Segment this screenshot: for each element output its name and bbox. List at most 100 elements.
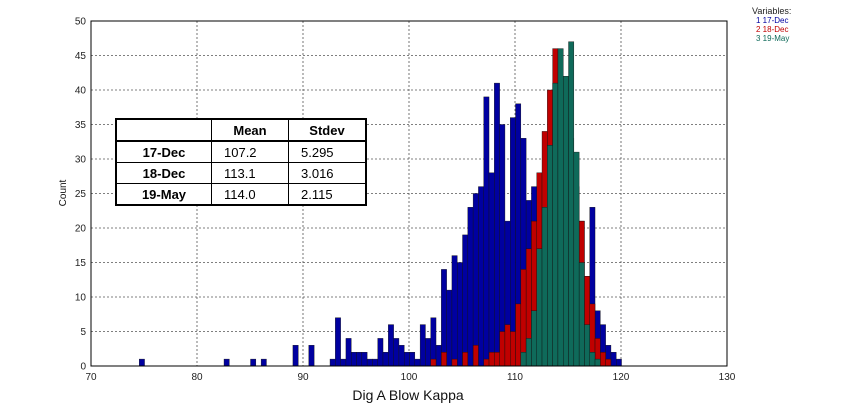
stats-row-18-dec: 18-Dec 113.1 3.016 <box>115 162 367 184</box>
bar <box>335 317 341 367</box>
bar <box>578 262 585 367</box>
stats-stdev-value: 3.016 <box>288 162 367 184</box>
bar <box>292 345 299 367</box>
bar <box>425 338 431 367</box>
stats-mean-value: 113.1 <box>211 162 289 184</box>
y-tick-label: 50 <box>75 17 87 28</box>
bar <box>589 352 596 367</box>
bar <box>308 345 315 367</box>
stats-row-label: 17-Dec <box>115 140 212 163</box>
bar <box>404 352 410 367</box>
bar <box>494 82 500 367</box>
y-tick-label: 25 <box>75 189 87 200</box>
bar <box>573 151 580 367</box>
bar <box>520 269 527 367</box>
bar <box>351 352 357 367</box>
bar <box>382 352 389 367</box>
bar <box>462 234 469 367</box>
stats-row-19-may: 19-May 114.0 2.115 <box>115 183 367 206</box>
bar <box>250 358 257 367</box>
legend-entry-19-may: 3 19-May <box>756 34 789 43</box>
x-tick-label: 90 <box>297 372 309 383</box>
bar <box>552 82 559 367</box>
y-tick-label: 10 <box>75 293 87 304</box>
bar <box>361 352 368 367</box>
axes-frame <box>90 20 728 367</box>
y-tick-label: 0 <box>80 362 86 373</box>
x-tick-label: 80 <box>191 372 203 383</box>
bar <box>430 317 437 367</box>
stats-stdev-value: 2.115 <box>288 183 367 206</box>
x-tick-label: 70 <box>85 372 97 383</box>
bar <box>478 186 484 367</box>
bar <box>594 358 601 367</box>
stats-header-stdev: Stdev <box>288 118 367 142</box>
bar <box>483 358 490 367</box>
bar <box>510 117 516 367</box>
bar <box>139 358 145 367</box>
bar <box>488 172 495 367</box>
stats-stdev-value: 5.295 <box>288 140 367 163</box>
bar <box>388 324 394 367</box>
bar <box>223 358 230 367</box>
bar <box>430 358 437 367</box>
bar <box>510 331 516 367</box>
bar <box>494 352 500 367</box>
stats-table-header: Mean Stdev <box>115 118 367 142</box>
bar <box>557 48 564 367</box>
y-tick-label: 5 <box>80 327 86 338</box>
bar <box>499 124 506 367</box>
bar <box>547 144 553 367</box>
bar <box>467 207 474 367</box>
bar <box>499 331 506 367</box>
histogram-bars <box>139 41 622 367</box>
bar <box>605 358 612 367</box>
y-tick-label: 45 <box>75 51 87 62</box>
bar <box>345 338 352 367</box>
legend-title: Variables: <box>752 6 791 16</box>
bar <box>472 345 479 367</box>
y-tick-label: 40 <box>75 86 87 97</box>
bar <box>610 352 617 367</box>
y-tick-label: 30 <box>75 155 87 166</box>
bar <box>563 75 569 367</box>
stats-header-blank <box>115 118 212 142</box>
y-tick-label: 20 <box>75 224 87 235</box>
bar <box>531 310 537 367</box>
bar <box>329 358 336 367</box>
x-tick-label: 120 <box>613 372 630 383</box>
bar <box>398 345 405 367</box>
stats-row-label: 18-Dec <box>115 162 212 184</box>
bar <box>260 358 267 367</box>
stats-header-mean: Mean <box>211 118 289 142</box>
axes <box>90 20 728 367</box>
y-tick-label: 15 <box>75 258 87 269</box>
legend-entry-17-dec: 1 17-Dec <box>756 16 788 25</box>
bar <box>472 193 479 367</box>
bar <box>409 352 416 367</box>
bar <box>366 358 373 367</box>
bar <box>441 269 447 367</box>
y-tick-label: 35 <box>75 120 87 131</box>
bar <box>356 352 363 367</box>
tick-labels: 70 80 90 100 110 120 130 0 5 10 15 20 25 30 35 40 45 50 <box>75 17 736 384</box>
stats-mean-value: 114.0 <box>211 183 289 206</box>
stats-table: Mean Stdev 17-Dec 107.2 5.295 18-Dec 113… <box>115 118 367 206</box>
x-tick-label: 100 <box>401 372 418 383</box>
bar <box>419 324 426 367</box>
bar <box>393 338 400 367</box>
x-axis-label: Dig A Blow Kappa <box>352 387 464 403</box>
bar <box>600 352 606 367</box>
bar <box>377 338 384 367</box>
bar <box>435 345 442 367</box>
bar <box>451 358 458 367</box>
bar <box>446 289 453 367</box>
bar <box>541 207 548 367</box>
x-tick-label: 130 <box>719 372 736 383</box>
bar <box>616 358 622 367</box>
stats-mean-value: 107.2 <box>211 140 289 163</box>
bar <box>340 358 347 367</box>
bar <box>536 248 543 367</box>
bar <box>483 96 490 367</box>
